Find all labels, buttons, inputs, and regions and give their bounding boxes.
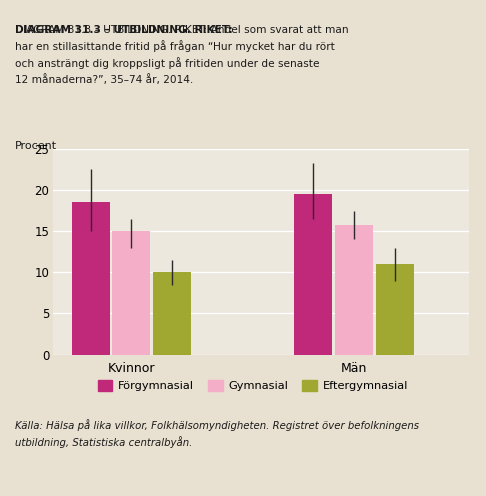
Bar [71, 202, 109, 355]
Bar [112, 231, 150, 355]
Text: DIAGRAM 31.3 – UTBILDNING. RIKET: Andel som svarat att man
har en stillasittande: DIAGRAM 31.3 – UTBILDNING. RIKET: Andel … [15, 25, 348, 85]
Legend: Förgymnasial, Gymnasial, Eftergymnasial: Förgymnasial, Gymnasial, Eftergymnasial [93, 375, 412, 396]
Bar [294, 194, 332, 355]
Text: DIAGRAM 31.3 – UTBILDNING. RIKET:: DIAGRAM 31.3 – UTBILDNING. RIKET: [15, 25, 236, 35]
Bar [376, 264, 414, 355]
Bar [153, 272, 191, 355]
Text: Källa: Hälsa på lika villkor, Folkhälsomyndigheten. Registret över befolkningens: Källa: Hälsa på lika villkor, Folkhälsom… [15, 419, 418, 448]
Bar [335, 225, 373, 355]
Text: Procent: Procent [15, 141, 57, 151]
